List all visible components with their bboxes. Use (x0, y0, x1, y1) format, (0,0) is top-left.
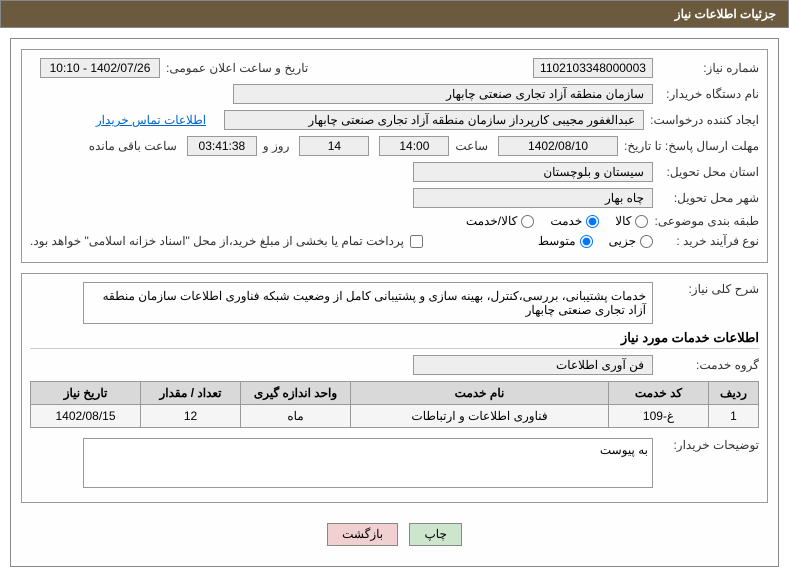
row-process: نوع فرآیند خرید : جزیی متوسط پرداخت تمام… (30, 234, 759, 248)
row-need-number: شماره نیاز: 1102103348000003 تاریخ و ساع… (30, 58, 759, 78)
process-label: نوع فرآیند خرید : (659, 234, 759, 248)
deadline-label: مهلت ارسال پاسخ: تا تاریخ: (624, 139, 759, 153)
need-number-value: 1102103348000003 (533, 58, 653, 78)
button-bar: چاپ بازگشت (21, 513, 768, 556)
category-radio-group: کالا خدمت کالا/خدمت (450, 214, 649, 228)
row-city: شهر محل تحویل: چاه بهار (30, 188, 759, 208)
service-group-label: گروه خدمت: (659, 358, 759, 372)
service-group-value: فن آوری اطلاعات (413, 355, 653, 375)
page-header: جزئیات اطلاعات نیاز (0, 0, 789, 28)
city-label: شهر محل تحویل: (659, 191, 759, 205)
table-header-row: ردیف کد خدمت نام خدمت واحد اندازه گیری ت… (31, 382, 759, 405)
description-label: شرح کلی نیاز: (659, 282, 759, 296)
main-container: شماره نیاز: 1102103348000003 تاریخ و ساع… (10, 38, 779, 567)
th-row: ردیف (709, 382, 759, 405)
td-code: غ-109 (609, 405, 709, 428)
radio-khadamat-label: خدمت (550, 214, 582, 228)
days-remain-value: 14 (299, 136, 369, 156)
city-value: چاه بهار (413, 188, 653, 208)
row-category: طبقه بندی موضوعی: کالا خدمت کالا/خدمت (30, 214, 759, 228)
td-name: فناوری اطلاعات و ارتباطات (351, 405, 609, 428)
payment-checkbox[interactable] (410, 235, 423, 248)
buyer-notes-label: توضیحات خریدار: (659, 438, 759, 452)
services-table: ردیف کد خدمت نام خدمت واحد اندازه گیری ت… (30, 381, 759, 428)
radio-kala-khadamat[interactable] (521, 215, 534, 228)
radio-jozi[interactable] (640, 235, 653, 248)
buyer-org-label: نام دستگاه خریدار: (659, 87, 759, 101)
th-qty: تعداد / مقدار (141, 382, 241, 405)
description-value: خدمات پشتیبانی، بررسی،کنترل، بهینه سازی … (83, 282, 653, 324)
td-qty: 12 (141, 405, 241, 428)
process-radio-group: جزیی متوسط (522, 234, 653, 248)
row-deadline: مهلت ارسال پاسخ: تا تاریخ: 1402/08/10 سا… (30, 136, 759, 156)
payment-note-text: پرداخت تمام یا بخشی از مبلغ خرید،از محل … (30, 234, 404, 248)
requester-label: ایجاد کننده درخواست: (650, 113, 759, 127)
radio-kala[interactable] (635, 215, 648, 228)
row-service-group: گروه خدمت: فن آوری اطلاعات (30, 355, 759, 375)
announce-datetime-label: تاریخ و ساعت اعلان عمومی: (166, 61, 308, 75)
th-code: کد خدمت (609, 382, 709, 405)
time-label: ساعت (455, 139, 488, 153)
td-date: 1402/08/15 (31, 405, 141, 428)
category-label: طبقه بندی موضوعی: (654, 214, 759, 228)
deadline-time-value: 14:00 (379, 136, 449, 156)
back-button[interactable]: بازگشت (327, 523, 398, 546)
info-section: شماره نیاز: 1102103348000003 تاریخ و ساع… (21, 49, 768, 263)
th-name: نام خدمت (351, 382, 609, 405)
table-row: 1 غ-109 فناوری اطلاعات و ارتباطات ماه 12… (31, 405, 759, 428)
th-unit: واحد اندازه گیری (241, 382, 351, 405)
radio-khadamat[interactable] (586, 215, 599, 228)
province-value: سیستان و بلوچستان (413, 162, 653, 182)
buyer-org-value: سازمان منطقه آزاد تجاری صنعتی چابهار (233, 84, 653, 104)
deadline-date-value: 1402/08/10 (498, 136, 618, 156)
buyer-contact-link[interactable]: اطلاعات تماس خریدار (96, 113, 206, 127)
time-remain-value: 03:41:38 (187, 136, 257, 156)
announce-datetime-value: 1402/07/26 - 10:10 (40, 58, 160, 78)
services-section-title: اطلاعات خدمات مورد نیاز (30, 330, 759, 349)
row-province: استان محل تحویل: سیستان و بلوچستان (30, 162, 759, 182)
time-remain-label: ساعت باقی مانده (89, 139, 177, 153)
days-and-label: روز و (263, 139, 290, 153)
row-description: شرح کلی نیاز: خدمات پشتیبانی، بررسی،کنتر… (30, 282, 759, 324)
row-buyer-org: نام دستگاه خریدار: سازمان منطقه آزاد تجا… (30, 84, 759, 104)
td-row: 1 (709, 405, 759, 428)
need-number-label: شماره نیاز: (659, 61, 759, 75)
requester-value: عبدالغفور مجیبی کارپرداز سازمان منطقه آز… (224, 110, 644, 130)
row-buyer-notes: توضیحات خریدار: به پیوست (30, 438, 759, 488)
print-button[interactable]: چاپ (409, 523, 461, 546)
th-date: تاریخ نیاز (31, 382, 141, 405)
radio-kala-label: کالا (615, 214, 631, 228)
province-label: استان محل تحویل: (659, 165, 759, 179)
page-title: جزئیات اطلاعات نیاز (675, 7, 776, 21)
radio-motevaset[interactable] (580, 235, 593, 248)
radio-kala-khadamat-label: کالا/خدمت (466, 214, 517, 228)
payment-note-group: پرداخت تمام یا بخشی از مبلغ خرید،از محل … (30, 234, 423, 248)
radio-motevaset-label: متوسط (538, 234, 576, 248)
row-requester: ایجاد کننده درخواست: عبدالغفور مجیبی کار… (30, 110, 759, 130)
td-unit: ماه (241, 405, 351, 428)
description-section: شرح کلی نیاز: خدمات پشتیبانی، بررسی،کنتر… (21, 273, 768, 503)
radio-jozi-label: جزیی (609, 234, 636, 248)
buyer-notes-value: به پیوست (83, 438, 653, 488)
